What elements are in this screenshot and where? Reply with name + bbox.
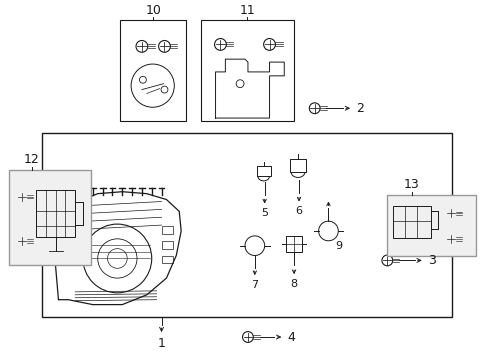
Bar (162, 226, 173, 234)
Text: 12: 12 (24, 153, 40, 166)
Bar (388, 195, 476, 256)
Text: 7: 7 (251, 280, 258, 290)
Bar (257, 166, 270, 176)
Text: 9: 9 (335, 241, 343, 251)
Text: 2: 2 (356, 102, 364, 115)
Bar (9, 170, 91, 265)
Bar (393, 206, 431, 238)
Bar (36, 190, 75, 237)
Bar (201, 20, 294, 121)
Text: 11: 11 (240, 4, 255, 17)
Bar (286, 236, 302, 252)
Text: 8: 8 (291, 279, 297, 289)
Bar (162, 241, 173, 249)
Bar (162, 256, 173, 264)
Text: 4: 4 (287, 330, 295, 343)
Bar (42, 133, 452, 318)
Bar (121, 20, 186, 121)
Text: 5: 5 (261, 208, 268, 219)
Text: 3: 3 (428, 254, 436, 267)
Text: 6: 6 (295, 206, 302, 216)
Text: 10: 10 (145, 4, 161, 17)
Text: 1: 1 (158, 337, 166, 350)
Text: 13: 13 (404, 178, 420, 191)
Bar (290, 159, 306, 172)
